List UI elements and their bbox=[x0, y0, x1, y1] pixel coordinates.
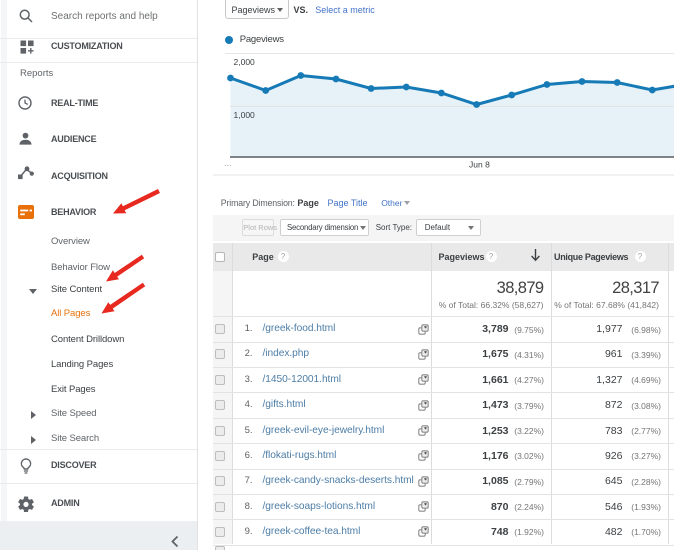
svg-text:...: ... bbox=[224, 158, 232, 168]
svg-text:2,000: 2,000 bbox=[234, 57, 256, 67]
svg-text:1,000: 1,000 bbox=[234, 110, 256, 120]
svg-text:Jun 8: Jun 8 bbox=[469, 160, 490, 170]
